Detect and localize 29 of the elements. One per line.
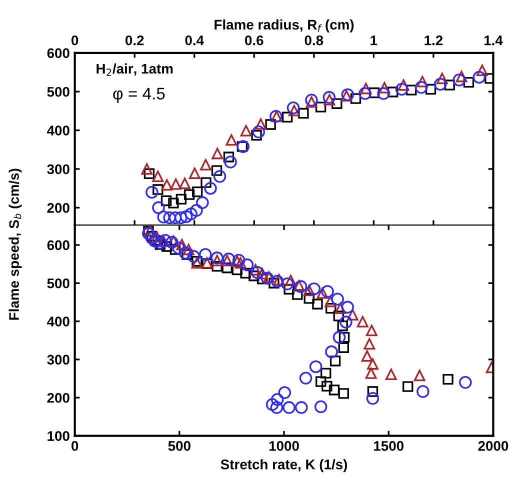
y-tick-label: 600 — [47, 48, 70, 58]
y-axis-title: Flame speed, S$_{b}$ (cm/s) — [8, 168, 22, 320]
x-tick-label: 0.4 — [185, 35, 204, 46]
x-tick-label: 0.8 — [304, 35, 324, 46]
x-tick-label: 1500 — [374, 441, 404, 451]
x-tick-label: 500 — [168, 441, 190, 451]
y-tick-label: 100 — [48, 431, 70, 441]
y-tick-label: 500 — [47, 86, 70, 97]
x-tick-label: 0 — [72, 441, 78, 451]
annotation: H$_{2}$/air, 1atm — [96, 63, 173, 76]
y-tick-label: 300 — [47, 164, 70, 174]
x-tick-label: 2000 — [478, 441, 508, 451]
y-tick-label: 500 — [47, 278, 70, 288]
y-tick-label: 200 — [47, 392, 70, 403]
x-tick-label: 0.6 — [245, 35, 264, 46]
y-tick-label: 400 — [47, 126, 70, 136]
y-tick-label: 600 — [47, 240, 70, 250]
x-tick-label: 0 — [72, 35, 78, 46]
x-axis-title: Stretch rate, K (1/s) — [220, 459, 348, 472]
x-tick-label: 1.2 — [424, 35, 443, 46]
x-axis-title: Flame radius, R$_{f}$ (cm) — [214, 19, 354, 32]
x-tick-label: 1 — [370, 36, 378, 46]
x-tick-label: 1000 — [269, 441, 299, 451]
annotation: φ = 4.5 — [113, 88, 165, 103]
x-tick-label: 1.4 — [484, 36, 503, 46]
y-tick-label: 400 — [47, 316, 70, 326]
y-tick-label: 200 — [47, 203, 70, 213]
x-tick-label: 0.2 — [125, 35, 144, 46]
y-tick-label: 300 — [47, 354, 70, 365]
